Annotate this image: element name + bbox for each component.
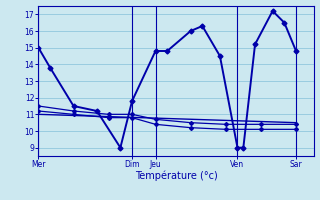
X-axis label: Température (°c): Température (°c) [135, 171, 217, 181]
